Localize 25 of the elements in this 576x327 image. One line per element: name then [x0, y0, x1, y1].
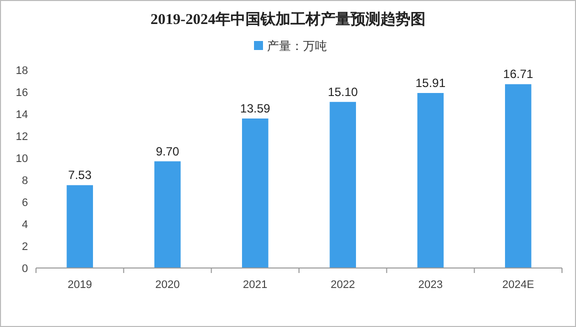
x-tick-label: 2020 — [155, 279, 180, 291]
y-tick-label: 10 — [16, 153, 28, 165]
y-tick-label: 8 — [22, 175, 28, 187]
y-tick-label: 16 — [16, 87, 28, 99]
text: 15.91 — [415, 76, 446, 90]
x-tick-label: 2021 — [242, 279, 268, 291]
y-tick-label: 18 — [16, 65, 28, 77]
x-tick-label: 2022 — [330, 279, 356, 291]
y-tick-label: 14 — [16, 109, 28, 121]
x-tick-label: 2024E — [502, 279, 534, 291]
x-tick-label: 2019 — [68, 279, 92, 291]
text: 16.71 — [503, 67, 534, 82]
y-tick-label: 4 — [22, 219, 28, 231]
text: 15.10 — [328, 84, 358, 99]
legend-label: 产量：万吨 — [267, 39, 327, 53]
text: 9.70 — [156, 144, 180, 158]
y-tick-label: 6 — [22, 197, 28, 209]
title: 2019-2024年中国钛加工材产量预测趋势图 — [150, 12, 426, 28]
x-tick-label: 2023 — [418, 279, 443, 291]
text: 7.53 — [68, 168, 92, 182]
text: 13.59 — [240, 102, 270, 116]
legend: 产量：万吨 — [254, 39, 327, 53]
y-tick-label: 12 — [16, 131, 28, 143]
y-tick-label: 2 — [22, 241, 28, 253]
y-tick-label: 0 — [22, 263, 28, 275]
